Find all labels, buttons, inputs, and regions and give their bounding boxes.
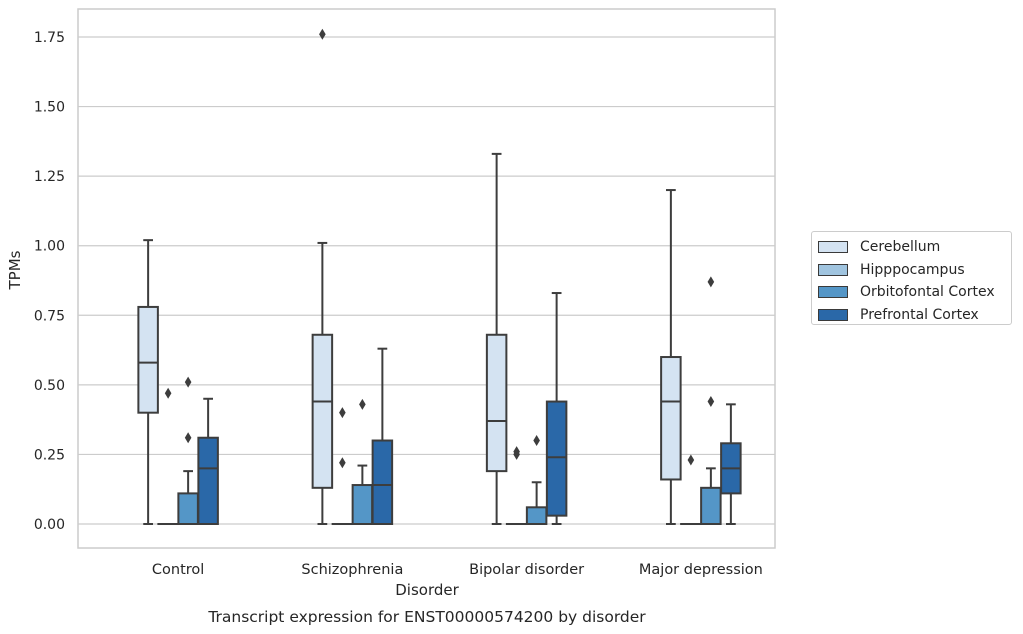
plot-frame (77, 8, 776, 549)
box-iqr (351, 484, 374, 526)
outlier-point (339, 407, 346, 419)
legend-swatch (818, 241, 848, 254)
outlier-point (533, 435, 540, 447)
outlier-point (513, 448, 520, 460)
box-iqr (545, 400, 568, 517)
outlier-point (164, 387, 172, 399)
legend-item: Hipppocampus (818, 259, 1011, 282)
box-orbitofontal-cortex (351, 398, 374, 526)
y-tick-label: 1.50 (34, 100, 65, 116)
legend-label: Orbitofontal Cortex (860, 284, 995, 301)
box-iqr (197, 436, 219, 525)
box-orbitofontal-cortex (525, 435, 548, 525)
outlier-point (707, 276, 715, 288)
box-iqr (371, 439, 394, 525)
y-tick-label: 0.25 (34, 447, 65, 463)
box-series (137, 28, 742, 526)
legend-label: Cerebellum (860, 239, 941, 256)
legend-swatch (818, 286, 848, 299)
box-cerebellum (485, 152, 508, 525)
y-axis-ticks: 0.00 0.25 0.50 0.75 1.00 1.25 1.50 1.75 (34, 30, 65, 533)
y-tick-label: 0.00 (34, 517, 65, 533)
box-iqr (485, 333, 508, 473)
legend-item: Orbitofontal Cortex (818, 281, 1011, 304)
box-hipppocampus (157, 387, 179, 526)
box-hipppocampus (680, 454, 702, 526)
outlier-point (184, 376, 192, 388)
legend-swatch (818, 309, 848, 322)
y-axis-label: TPMs (6, 250, 24, 290)
box-prefrontal-cortex (197, 397, 219, 525)
box-cerebellum (311, 28, 334, 525)
box-cerebellum (137, 239, 159, 525)
legend-item: Prefrontal Cortex (818, 304, 1011, 327)
box-iqr (700, 486, 722, 525)
outlier-point (319, 28, 326, 40)
x-tick-label: Control (152, 562, 204, 578)
chart-caption: Transcript expression for ENST0000057420… (207, 608, 646, 626)
box-orbitofontal-cortex (177, 376, 199, 526)
y-tick-label: 1.25 (34, 169, 65, 185)
legend-label: Prefrontal Cortex (860, 307, 979, 324)
y-tick-label: 0.50 (34, 378, 65, 394)
box-iqr (525, 506, 548, 525)
outlier-point (707, 396, 715, 408)
box-iqr (177, 492, 199, 526)
x-axis-label: Disorder (395, 581, 459, 599)
box-orbitofontal-cortex (700, 276, 722, 525)
legend-label: Hipppocampus (860, 261, 965, 278)
legend-item: Cerebellum (818, 236, 1011, 259)
outlier-point (184, 432, 192, 444)
box-cerebellum (660, 189, 682, 525)
box-hipppocampus (331, 407, 354, 526)
legend: Cerebellum Hipppocampus Orbitofontal Corte… (811, 231, 1012, 325)
x-axis-ticks: Control Schizophrenia Bipolar disorder Majo… (152, 562, 763, 578)
box-iqr (660, 356, 682, 481)
box-iqr (311, 333, 334, 489)
x-tick-label: Major depression (639, 562, 763, 578)
y-tick-label: 1.00 (34, 239, 65, 255)
outlier-point (359, 398, 366, 410)
legend-swatch (818, 263, 848, 276)
box-iqr (137, 305, 159, 414)
box-prefrontal-cortex (720, 403, 742, 525)
y-tick-label: 1.75 (34, 30, 65, 46)
y-tick-label: 0.75 (34, 308, 65, 324)
box-prefrontal-cortex (545, 292, 568, 525)
grid-lines (78, 36, 775, 525)
outlier-point (687, 454, 695, 466)
box-prefrontal-cortex (371, 347, 394, 525)
box-hipppocampus (505, 446, 528, 526)
x-tick-label: Bipolar disorder (469, 562, 584, 578)
x-tick-label: Schizophrenia (301, 562, 403, 578)
outlier-point (339, 457, 346, 469)
